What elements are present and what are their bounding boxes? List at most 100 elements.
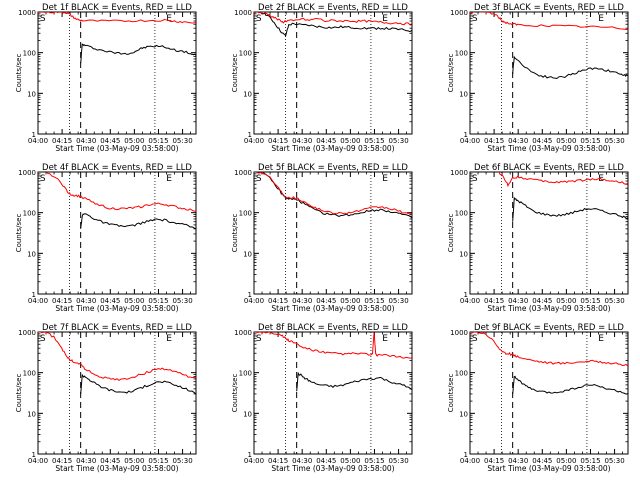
series-line-events <box>254 172 412 219</box>
x-tick-label: 04:45 <box>532 297 552 305</box>
series-line-events <box>512 196 628 222</box>
y-tick-label: 1000 <box>450 169 468 177</box>
x-tick-label: 04:30 <box>76 457 96 465</box>
x-tick-label: 04:00 <box>460 297 480 305</box>
y-tick-label: 100 <box>23 370 36 378</box>
x-tick-label: 05:30 <box>604 297 624 305</box>
x-tick-label: 04:00 <box>460 457 480 465</box>
y-axis-label: Counts/sec <box>231 374 239 413</box>
chart-panel-7: Det 7f BLACK = Events, RED = LLD 1 10 100 10… <box>15 323 197 473</box>
x-tick-label: 04:45 <box>316 297 336 305</box>
x-tick-label: 05:15 <box>364 297 384 305</box>
x-axis-label: Start Time (03-May-09 03:58:00) <box>271 304 394 313</box>
y-tick-label: 1 <box>32 291 36 299</box>
x-tick-label: 05:00 <box>556 457 576 465</box>
start-marker-s: S <box>472 14 478 24</box>
x-axis-label: Start Time (03-May-09 03:58:00) <box>487 144 610 153</box>
x-tick-label: 05:15 <box>580 297 600 305</box>
series-line-lld <box>254 12 412 26</box>
x-tick-label: 05:15 <box>364 457 384 465</box>
y-tick-label: 100 <box>239 50 252 58</box>
plot-frame <box>253 11 413 135</box>
y-tick-label: 1 <box>464 451 468 459</box>
series-line-lld <box>470 332 628 367</box>
y-tick-label: 1 <box>32 451 36 459</box>
chart-panel-1: Det 1f BLACK = Events, RED = LLD 1 10 100 10… <box>15 3 197 153</box>
y-tick-label: 1 <box>464 131 468 139</box>
x-tick-label: 05:00 <box>556 297 576 305</box>
y-tick-label: 100 <box>455 210 468 218</box>
series-line-lld <box>254 332 412 359</box>
chart-panel-4: Det 4f BLACK = Events, RED = LLD 1 10 100 10… <box>15 163 197 313</box>
x-tick-label: 04:15 <box>484 297 504 305</box>
chart-title: Det 4f BLACK = Events, RED = LLD <box>42 163 192 173</box>
x-tick-label: 05:00 <box>124 457 144 465</box>
y-tick-label: 10 <box>27 410 36 418</box>
plot-frame <box>37 171 197 295</box>
y-tick-label: 100 <box>239 210 252 218</box>
y-axis-label: Counts/sec <box>15 54 23 93</box>
start-marker-s: S <box>472 174 478 184</box>
y-tick-label: 10 <box>459 410 468 418</box>
y-tick-label: 10 <box>27 90 36 98</box>
plot-frame <box>469 331 629 455</box>
end-marker-e: E <box>382 14 388 24</box>
x-tick-label: 05:30 <box>604 137 624 145</box>
y-tick-label: 10 <box>459 250 468 258</box>
chart-title: Det 1f BLACK = Events, RED = LLD <box>42 3 192 13</box>
x-tick-label: 05:30 <box>388 137 408 145</box>
x-axis-label: Start Time (03-May-09 03:58:00) <box>271 464 394 473</box>
chart-title: Det 7f BLACK = Events, RED = LLD <box>42 323 192 333</box>
x-tick-label: 04:30 <box>508 137 528 145</box>
x-tick-label: 05:30 <box>388 297 408 305</box>
end-marker-e: E <box>598 334 604 344</box>
x-tick-label: 04:15 <box>52 137 72 145</box>
y-tick-label: 1000 <box>234 329 252 337</box>
x-tick-label: 04:45 <box>100 137 120 145</box>
x-axis-label: Start Time (03-May-09 03:58:00) <box>487 304 610 313</box>
chart-panel-9: Det 9f BLACK = Events, RED = LLD 1 10 100 10… <box>447 323 629 473</box>
x-tick-label: 04:00 <box>244 457 264 465</box>
chart-title: Det 5f BLACK = Events, RED = LLD <box>258 163 408 173</box>
y-axis-label: Counts/sec <box>447 374 455 413</box>
x-tick-label: 04:15 <box>268 457 288 465</box>
x-tick-label: 05:00 <box>340 137 360 145</box>
y-tick-label: 1000 <box>450 9 468 17</box>
series-line-events <box>80 43 196 64</box>
x-tick-label: 04:15 <box>52 457 72 465</box>
series-line-lld <box>254 172 412 215</box>
y-tick-label: 100 <box>23 50 36 58</box>
y-tick-label: 10 <box>243 90 252 98</box>
y-tick-label: 1 <box>248 451 252 459</box>
x-tick-label: 04:00 <box>244 297 264 305</box>
x-tick-label: 05:15 <box>148 457 168 465</box>
y-tick-label: 1000 <box>234 169 252 177</box>
y-tick-label: 10 <box>27 250 36 258</box>
x-tick-label: 04:45 <box>100 457 120 465</box>
x-axis-label: Start Time (03-May-09 03:58:00) <box>271 144 394 153</box>
series-line-events <box>296 371 412 392</box>
y-tick-label: 10 <box>459 90 468 98</box>
y-axis-label: Counts/sec <box>15 374 23 413</box>
x-tick-label: 05:30 <box>604 457 624 465</box>
x-tick-label: 04:15 <box>52 297 72 305</box>
y-tick-label: 1000 <box>18 169 36 177</box>
x-tick-label: 05:30 <box>172 137 192 145</box>
chart-title: Det 2f BLACK = Events, RED = LLD <box>258 3 408 13</box>
x-tick-label: 05:00 <box>340 297 360 305</box>
chart-panel-6: Det 6f BLACK = Events, RED = LLD 1 10 100 10… <box>447 163 629 313</box>
end-marker-e: E <box>166 334 172 344</box>
end-marker-e: E <box>382 334 388 344</box>
chart-panel-3: Det 3f BLACK = Events, RED = LLD 1 10 100 10… <box>447 3 629 153</box>
chart-panel-8: Det 8f BLACK = Events, RED = LLD 1 10 100 10… <box>231 323 413 473</box>
chart-panel-5: Det 5f BLACK = Events, RED = LLD 1 10 100 10… <box>231 163 413 313</box>
x-axis-label: Start Time (03-May-09 03:58:00) <box>55 304 178 313</box>
y-tick-label: 1000 <box>18 329 36 337</box>
x-tick-label: 05:30 <box>172 297 192 305</box>
x-tick-label: 05:30 <box>172 457 192 465</box>
chart-title: Det 9f BLACK = Events, RED = LLD <box>474 323 624 333</box>
plot-frame <box>253 171 413 295</box>
x-tick-label: 04:15 <box>268 297 288 305</box>
y-tick-label: 1000 <box>450 329 468 337</box>
x-tick-label: 04:30 <box>292 137 312 145</box>
